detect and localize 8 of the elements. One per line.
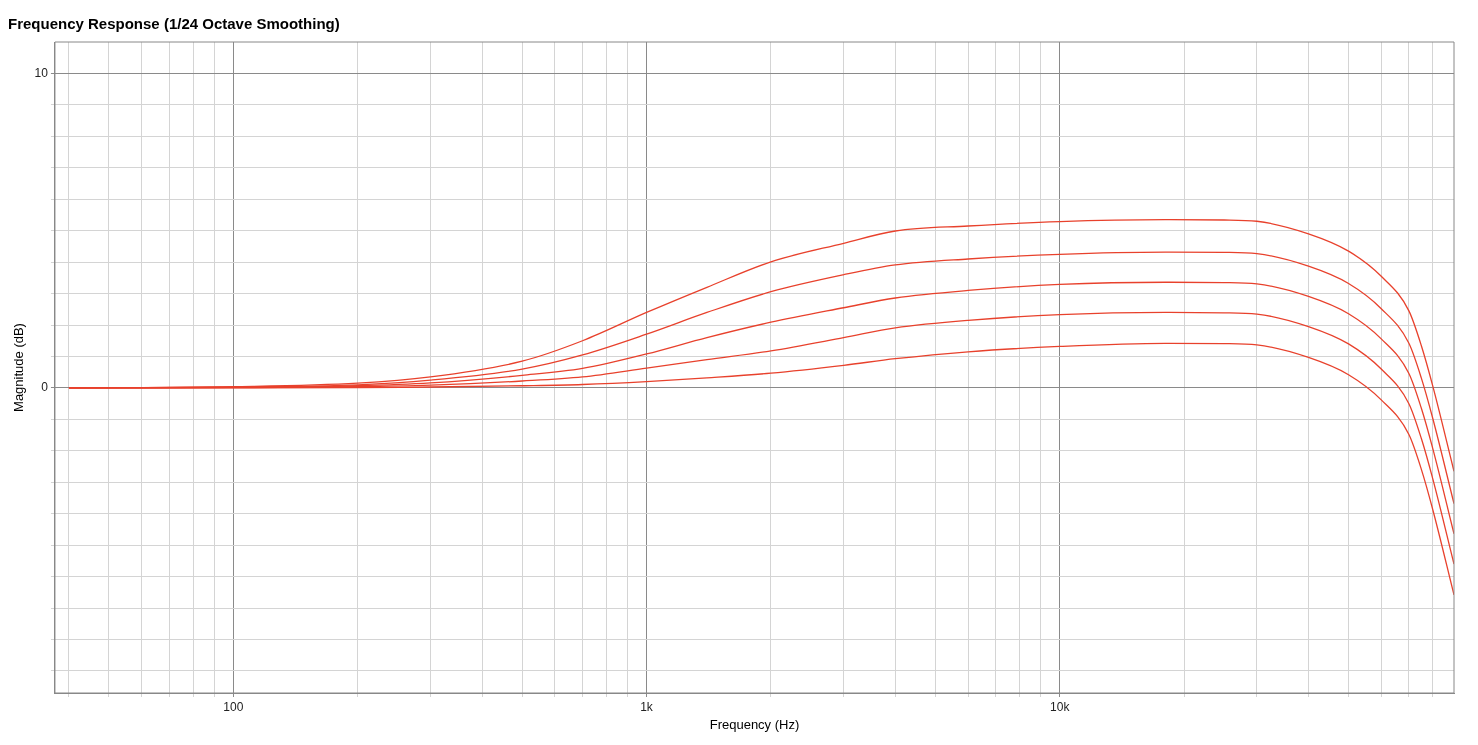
x-tick-label: 100 <box>223 699 244 714</box>
y-axis-title: Magnitude (dB) <box>11 323 27 412</box>
x-tick-label: 10k <box>1050 699 1071 714</box>
x-tick-label: 1k <box>640 699 654 714</box>
y-tick-label: 0 <box>41 380 49 395</box>
y-tick-label: 10 <box>34 65 49 80</box>
x-axis-title: Frequency (Hz) <box>709 716 800 732</box>
chart-title: Frequency Response (1/24 Octave Smoothing) <box>8 15 340 33</box>
